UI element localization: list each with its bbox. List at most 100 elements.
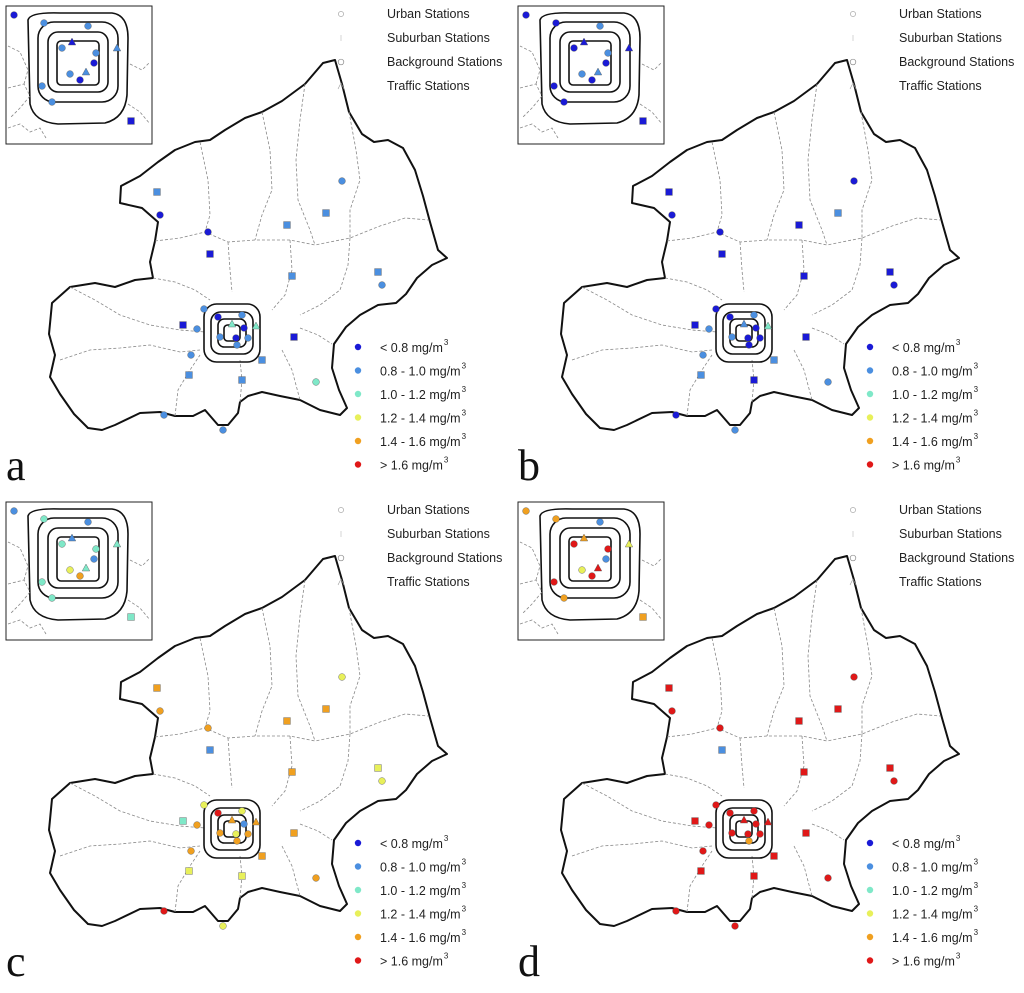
inset-station-marker [76, 572, 84, 580]
map-panel-b: Urban Stations Suburban Stations Backgroun… [512, 0, 1024, 496]
station-marker [726, 313, 734, 321]
inset-station-marker [550, 578, 558, 586]
district-boundary [299, 237, 351, 316]
station-type-symbol [337, 58, 345, 66]
station-marker [745, 837, 753, 845]
inset-station-marker [67, 37, 77, 46]
station-marker [204, 228, 212, 236]
legend-unit-superscript: 3 [974, 905, 979, 914]
legend-swatch-c3 [866, 414, 874, 421]
station-marker [258, 356, 266, 364]
inset-station-marker [58, 44, 66, 52]
district-boundary [295, 83, 316, 246]
legend-unit-superscript: 3 [956, 456, 961, 465]
ring-road [210, 311, 254, 355]
inset-ring-road [37, 517, 119, 599]
district-boundary [59, 344, 201, 361]
station-marker [750, 311, 758, 319]
district-boundary [807, 579, 828, 742]
station-type-label: Suburban Stations [899, 31, 1002, 45]
legend-swatch-c1 [866, 863, 874, 870]
station-marker [731, 922, 739, 930]
station-marker [240, 820, 248, 828]
inset-station-marker [40, 19, 48, 27]
station-marker [800, 272, 808, 280]
station-marker [705, 821, 713, 829]
beijing-boundary [560, 59, 960, 431]
station-type-label: Background Stations [899, 551, 1014, 565]
inset-station-marker [552, 515, 560, 523]
legend-swatch-c0 [866, 343, 874, 351]
district-boundary [271, 239, 293, 311]
legend-label-c3: 1.2 - 1.4 mg/m [380, 412, 461, 426]
inset-ring-road [37, 21, 119, 103]
station-marker [802, 829, 810, 837]
station-marker [322, 209, 330, 217]
station-marker [288, 768, 296, 776]
inset-station-marker [560, 98, 568, 106]
district-boundary [281, 845, 301, 897]
station-type-symbol [337, 82, 345, 90]
inset-station-marker [90, 59, 98, 67]
station-marker [244, 830, 252, 838]
inset-station-marker [40, 515, 48, 523]
inset-ring-road [27, 12, 129, 125]
station-marker [244, 334, 252, 342]
district-boundary [348, 607, 361, 734]
station-marker [153, 188, 161, 196]
legend-label-c1: 0.8 - 1.0 mg/m [380, 861, 461, 875]
station-type-label: Traffic Stations [899, 79, 982, 93]
station-marker [258, 852, 266, 860]
district-boundary [271, 735, 293, 807]
legend-swatch-c1 [866, 367, 874, 374]
station-marker [187, 351, 195, 359]
legend-unit-superscript: 3 [974, 881, 979, 890]
legend-swatch-c2 [866, 390, 874, 398]
inset-station-marker [67, 533, 77, 542]
inset-station-marker [639, 613, 647, 621]
district-boundary [860, 607, 873, 734]
district-boundary [811, 733, 863, 812]
station-marker [283, 221, 291, 229]
inset-station-marker [560, 594, 568, 602]
district-boundary [227, 737, 233, 789]
inset-station-marker [604, 49, 612, 57]
station-marker [745, 341, 753, 349]
station-marker [200, 305, 208, 313]
legend-unit-superscript: 3 [444, 834, 449, 843]
station-marker [378, 777, 386, 785]
inset-station-marker [624, 43, 634, 52]
station-marker [238, 376, 246, 384]
legend-swatch-c4 [354, 437, 362, 445]
legend-swatch-c5 [354, 957, 362, 964]
inset-station-marker [579, 37, 589, 46]
legend-unit-superscript: 3 [462, 881, 467, 890]
station-marker [214, 809, 222, 817]
inset-station-marker [38, 82, 46, 90]
district-boundary [739, 737, 745, 789]
station-marker [850, 177, 858, 185]
district-boundary [811, 327, 845, 345]
station-marker [238, 807, 246, 815]
station-marker [691, 321, 699, 329]
district-boundary [348, 111, 361, 238]
station-marker [193, 821, 201, 829]
legend-unit-superscript: 3 [462, 432, 467, 441]
inset-station-marker [593, 67, 603, 76]
legend-swatch-c0 [354, 343, 362, 351]
ring-road [210, 807, 254, 851]
district-boundary [666, 217, 941, 246]
station-marker [672, 411, 680, 419]
legend-swatch-c5 [866, 957, 874, 964]
station-type-symbol [849, 82, 857, 90]
inset-ring-road [56, 40, 100, 86]
station-marker [739, 815, 749, 824]
station-marker [204, 724, 212, 732]
station-marker [834, 209, 842, 217]
legend-unit-superscript: 3 [444, 952, 449, 961]
inset-station-marker [48, 98, 56, 106]
station-marker [219, 426, 227, 434]
station-marker [374, 268, 382, 276]
inset-station-marker [112, 43, 122, 52]
inset-map [519, 508, 663, 635]
